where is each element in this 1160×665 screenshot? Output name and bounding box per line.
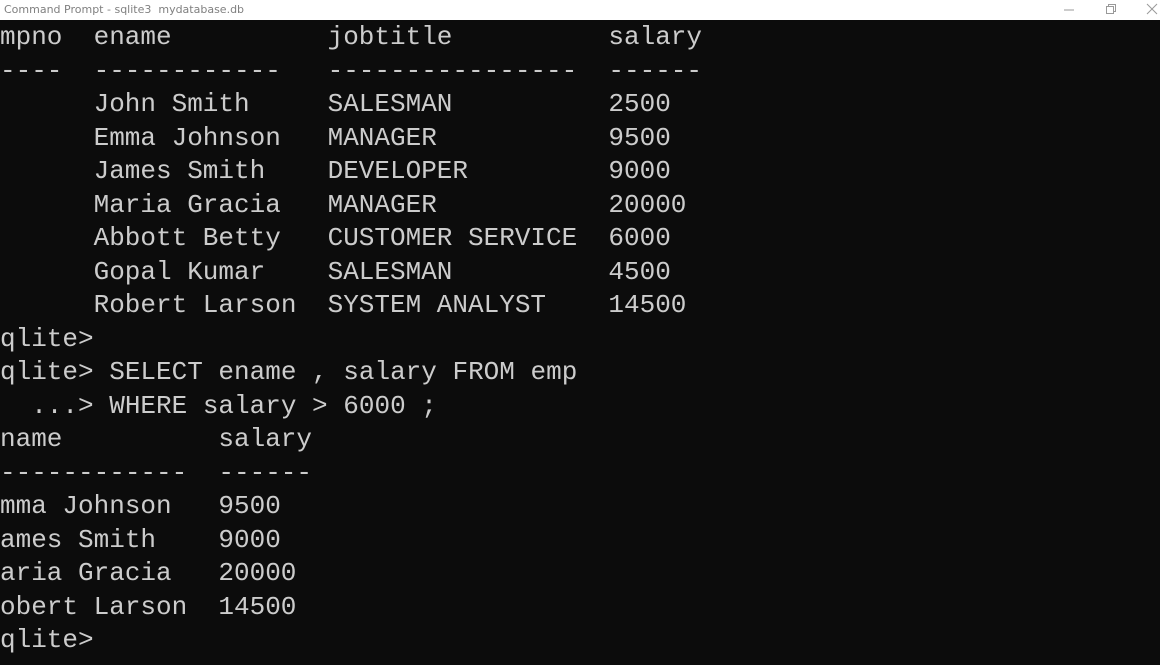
table-cell: 14500 [218,591,297,622]
table-cell: James Smith [93,156,266,186]
prompt: qlite> [0,625,94,655]
table-cell: aria Gracia [0,558,172,588]
table-cell: ames Smith [0,524,157,555]
table-cell: 9000 [608,156,671,186]
column-header: salary [218,424,313,454]
table-cell: 2500 [608,89,671,119]
table-cell: 9500 [218,491,281,521]
separator: ------ [218,457,313,488]
column-header: ename [93,22,172,52]
table-cell: 20000 [608,189,687,220]
separator: ------------ [93,55,281,86]
close-button[interactable] [1146,3,1158,15]
table-cell: SALESMAN [327,256,453,287]
table-cell: SALESMAN [327,89,453,119]
table-cell: mma Johnson [0,491,172,521]
table-cell: MANAGER [327,122,437,153]
table-cell: 9000 [218,524,281,555]
table-cell: Maria Gracia [93,189,281,220]
table-cell: DEVELOPER [327,156,469,186]
table-cell: SYSTEM ANALYST [327,290,547,320]
column-header: salary [608,22,703,52]
table-cell: obert Larson [0,591,188,622]
window-controls [1064,3,1158,15]
restore-button[interactable] [1106,4,1116,14]
title-bar: Command Prompt - sqlite3 mydatabase.db [0,0,1160,20]
column-header: name [0,424,63,454]
window-title: Command Prompt - sqlite3 mydatabase.db [4,3,245,16]
column-header: mpno [0,22,63,52]
command-line: qlite> [0,323,94,354]
table-cell: Abbott Betty [93,223,281,253]
table-cell: 14500 [608,290,687,320]
table-cell: 9500 [608,122,671,153]
table-cell: Emma Johnson [93,122,281,153]
table-cell: 6000 [608,223,671,253]
table-cell: CUSTOMER SERVICE [327,223,578,253]
separator: ---------------- [327,55,578,86]
table-cell: 20000 [218,558,297,588]
table-cell: John Smith [93,89,250,119]
table-cell: 4500 [608,256,671,287]
command-line: ...> WHERE salary > 6000 ; [0,390,437,421]
table-cell: Robert Larson [93,290,297,320]
column-header: jobtitle [327,22,453,52]
table-cell: Gopal Kumar [93,256,266,287]
separator: ---- [0,55,63,86]
separator: ------ [608,55,703,86]
terminal: mpno ename jobtitle salary ---- ------------ -… [0,20,1160,665]
command-line: qlite> SELECT ename , salary FROM emp [0,357,578,387]
separator: ------------ [0,457,188,488]
table-cell: MANAGER [327,189,437,220]
